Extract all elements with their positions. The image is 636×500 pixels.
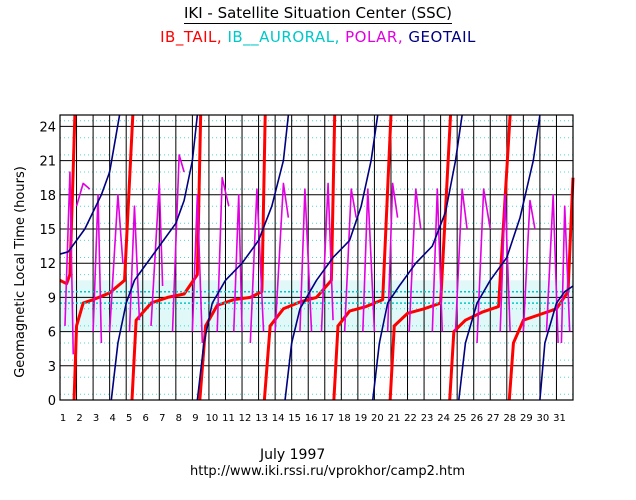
x-tick-label: 15 (288, 413, 301, 424)
legend-geotail: GEOTAIL (408, 28, 476, 46)
x-tick-label: 27 (487, 413, 500, 424)
series-line-polar (545, 194, 559, 344)
y-tick-label: 21 (39, 155, 56, 170)
legend: IB_TAIL, IB__AURORAL, POLAR, GEOTAIL (160, 28, 476, 46)
x-tick-label: 17 (321, 413, 334, 424)
x-tick-label: 31 (553, 413, 566, 424)
series-line-ib-tail (59, 114, 77, 286)
x-tick-label: 29 (520, 413, 533, 424)
series-line-geotail (539, 285, 574, 401)
y-axis-label: Geomagnetic Local Time (hours) (13, 166, 28, 378)
chart-title-text: IKI - Satellite Situation Center (SSC) (183, 4, 453, 24)
x-tick-label: 13 (255, 413, 268, 424)
series-line-ib-tail (332, 114, 393, 401)
series-line-polar (171, 154, 185, 332)
x-tick-label: 26 (470, 413, 483, 424)
x-tick-label: 16 (305, 413, 318, 424)
source-url: http://www.iki.rssi.ru/vprokhor/camp2.ht… (190, 464, 465, 479)
series-line-geotail (284, 114, 379, 401)
x-tick-label: 10 (206, 413, 219, 424)
series-line-polar (64, 171, 75, 355)
series-line-polar (150, 182, 164, 326)
series-line-geotail (371, 114, 463, 401)
series-line-polar (362, 188, 376, 332)
x-tick-label: 21 (388, 413, 401, 424)
auroral-band (60, 120, 573, 395)
series-line-polar (249, 188, 265, 344)
series-line-polar (386, 182, 399, 332)
legend-polar: POLAR (345, 28, 398, 46)
x-tick-label: 22 (404, 413, 417, 424)
series-line-polar (320, 182, 334, 332)
y-tick-label: 3 (48, 360, 56, 375)
series-line-polar (191, 194, 204, 344)
x-tick-label: 11 (222, 413, 235, 424)
x-tick-label: 28 (503, 413, 516, 424)
x-tick-label: 25 (454, 413, 467, 424)
x-tick-label: 20 (371, 413, 384, 424)
series-line-polar (75, 182, 91, 207)
x-tick-label: 8 (176, 413, 182, 424)
x-tick-label: 24 (437, 413, 450, 424)
x-tick-label: 18 (338, 413, 351, 424)
series-line-polar (499, 194, 511, 332)
x-tick-label: 4 (109, 413, 115, 424)
x-tick-label: 2 (76, 413, 82, 424)
x-tick-label: 6 (143, 413, 149, 424)
y-tick-label: 15 (39, 223, 56, 238)
series-line-polar (108, 194, 124, 332)
series-line-ib-tail (130, 114, 203, 401)
x-tick-label: 14 (272, 413, 285, 424)
legend-ib-auroral: IB__AURORAL (227, 28, 335, 46)
series-line-geotail (196, 114, 290, 401)
y-tick-label: 12 (39, 257, 56, 272)
series-line-polar (92, 194, 103, 344)
y-tick-label: 18 (39, 189, 56, 204)
series-line-polar (274, 182, 290, 332)
x-tick-label: 30 (537, 413, 550, 424)
series-line-geotail (458, 114, 541, 401)
series-line-polar (476, 188, 492, 344)
y-tick-label: 24 (39, 120, 56, 135)
series-line-polar (232, 194, 243, 332)
x-tick-label: 9 (192, 413, 198, 424)
series-line-ib-tail (72, 114, 135, 401)
series-group (59, 114, 575, 401)
series-line-ib-tail (388, 114, 453, 401)
chart-title: IKI - Satellite Situation Center (SSC) (0, 4, 636, 24)
series-line-geotail (110, 114, 199, 401)
series-line-polar (431, 188, 444, 332)
legend-ib-tail: IB_TAIL (160, 28, 217, 46)
series-line-polar (343, 188, 358, 332)
y-tick-label: 0 (48, 394, 56, 409)
series-line-polar (299, 188, 313, 332)
y-tick-label: 6 (48, 326, 56, 341)
plot-frame (59, 114, 574, 401)
series-line-polar (454, 188, 468, 332)
x-tick-label: 23 (421, 413, 434, 424)
series-line-polar (522, 199, 536, 332)
x-axis-label: July 1997 (260, 447, 326, 463)
auroral-band-fill (60, 280, 573, 332)
series-line-geotail (59, 114, 121, 255)
grid (59, 115, 573, 401)
x-tick-label: 1 (60, 413, 66, 424)
x-tick-label: 7 (159, 413, 165, 424)
x-tick-label: 3 (93, 413, 99, 424)
series-line-polar (408, 188, 422, 332)
x-tick-label: 19 (355, 413, 368, 424)
y-tick-label: 9 (48, 291, 56, 306)
x-tick-label: 12 (239, 413, 252, 424)
series-line-polar (216, 176, 230, 332)
x-tick-label: 5 (126, 413, 132, 424)
